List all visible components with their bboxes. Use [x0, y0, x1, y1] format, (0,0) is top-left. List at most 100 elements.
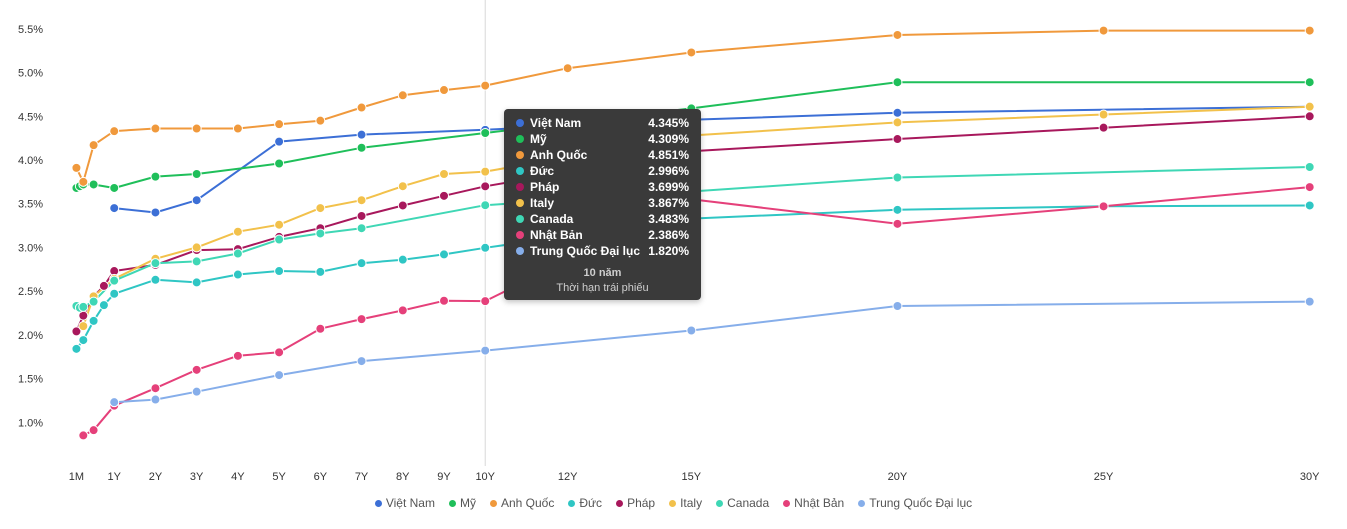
data-point[interactable]: [109, 182, 120, 193]
data-point[interactable]: [191, 386, 202, 397]
data-point[interactable]: [232, 350, 243, 361]
data-point[interactable]: [439, 85, 450, 96]
legend-item[interactable]: Đức: [568, 496, 602, 510]
data-point[interactable]: [315, 323, 326, 334]
data-point[interactable]: [109, 126, 120, 137]
data-point[interactable]: [1098, 122, 1109, 133]
legend-item[interactable]: Anh Quốc: [489, 496, 554, 510]
data-point[interactable]: [480, 242, 491, 253]
data-point[interactable]: [191, 256, 202, 267]
data-point[interactable]: [480, 296, 491, 307]
data-point[interactable]: [397, 305, 408, 316]
data-point[interactable]: [274, 219, 285, 230]
data-point[interactable]: [109, 275, 120, 286]
data-point[interactable]: [356, 258, 367, 269]
data-point[interactable]: [480, 127, 491, 138]
data-point[interactable]: [150, 207, 161, 218]
data-point[interactable]: [1304, 296, 1315, 307]
data-point[interactable]: [439, 190, 450, 201]
data-point[interactable]: [892, 134, 903, 145]
data-point[interactable]: [88, 296, 99, 307]
data-point[interactable]: [78, 430, 89, 441]
data-point[interactable]: [98, 300, 109, 311]
data-point[interactable]: [397, 200, 408, 211]
data-point[interactable]: [78, 301, 89, 312]
data-point[interactable]: [892, 172, 903, 183]
data-point[interactable]: [892, 301, 903, 312]
data-point[interactable]: [109, 397, 120, 408]
data-point[interactable]: [480, 181, 491, 192]
data-point[interactable]: [892, 29, 903, 40]
data-point[interactable]: [274, 266, 285, 277]
data-point[interactable]: [480, 345, 491, 356]
data-point[interactable]: [71, 343, 82, 354]
data-point[interactable]: [98, 280, 109, 291]
data-point[interactable]: [191, 242, 202, 253]
legend-item[interactable]: Mỹ: [448, 496, 476, 510]
data-point[interactable]: [274, 158, 285, 169]
data-point[interactable]: [356, 142, 367, 153]
data-point[interactable]: [356, 102, 367, 113]
data-point[interactable]: [71, 162, 82, 173]
data-point[interactable]: [274, 136, 285, 147]
data-point[interactable]: [88, 315, 99, 326]
legend-item[interactable]: Italy: [669, 496, 702, 510]
data-point[interactable]: [892, 107, 903, 118]
data-point[interactable]: [274, 234, 285, 245]
data-point[interactable]: [1098, 201, 1109, 212]
data-point[interactable]: [274, 370, 285, 381]
data-point[interactable]: [232, 123, 243, 134]
data-point[interactable]: [150, 394, 161, 405]
data-point[interactable]: [191, 195, 202, 206]
data-point[interactable]: [1304, 25, 1315, 36]
data-point[interactable]: [88, 425, 99, 436]
data-point[interactable]: [78, 321, 89, 332]
legend-item[interactable]: Nhật Bản: [783, 496, 844, 510]
data-point[interactable]: [686, 47, 697, 58]
data-point[interactable]: [356, 210, 367, 221]
data-point[interactable]: [109, 203, 120, 214]
data-point[interactable]: [232, 248, 243, 259]
data-point[interactable]: [397, 181, 408, 192]
data-point[interactable]: [892, 117, 903, 128]
data-point[interactable]: [78, 335, 89, 346]
data-point[interactable]: [88, 140, 99, 151]
data-point[interactable]: [315, 266, 326, 277]
data-point[interactable]: [397, 254, 408, 265]
data-point[interactable]: [397, 90, 408, 101]
data-point[interactable]: [892, 218, 903, 229]
data-point[interactable]: [150, 171, 161, 182]
data-point[interactable]: [562, 63, 573, 74]
data-point[interactable]: [191, 364, 202, 375]
data-point[interactable]: [150, 123, 161, 134]
data-point[interactable]: [1304, 200, 1315, 211]
data-point[interactable]: [439, 168, 450, 179]
data-point[interactable]: [356, 129, 367, 140]
data-point[interactable]: [150, 258, 161, 269]
data-point[interactable]: [150, 383, 161, 394]
legend-item[interactable]: Việt Nam: [374, 496, 435, 510]
data-point[interactable]: [274, 347, 285, 358]
data-point[interactable]: [78, 176, 89, 187]
data-point[interactable]: [232, 226, 243, 237]
data-point[interactable]: [315, 115, 326, 126]
data-point[interactable]: [274, 119, 285, 130]
data-point[interactable]: [892, 77, 903, 88]
data-point[interactable]: [892, 204, 903, 215]
data-point[interactable]: [1304, 101, 1315, 112]
data-point[interactable]: [1098, 25, 1109, 36]
data-point[interactable]: [439, 249, 450, 260]
data-point[interactable]: [356, 195, 367, 206]
data-point[interactable]: [480, 200, 491, 211]
data-point[interactable]: [191, 123, 202, 134]
data-point[interactable]: [88, 179, 99, 190]
data-point[interactable]: [356, 223, 367, 234]
data-point[interactable]: [356, 314, 367, 325]
data-point[interactable]: [109, 288, 120, 299]
data-point[interactable]: [191, 277, 202, 288]
data-point[interactable]: [71, 326, 82, 337]
data-point[interactable]: [686, 325, 697, 336]
data-point[interactable]: [480, 166, 491, 177]
legend-item[interactable]: Trung Quốc Đại lục: [858, 496, 972, 510]
data-point[interactable]: [150, 274, 161, 285]
